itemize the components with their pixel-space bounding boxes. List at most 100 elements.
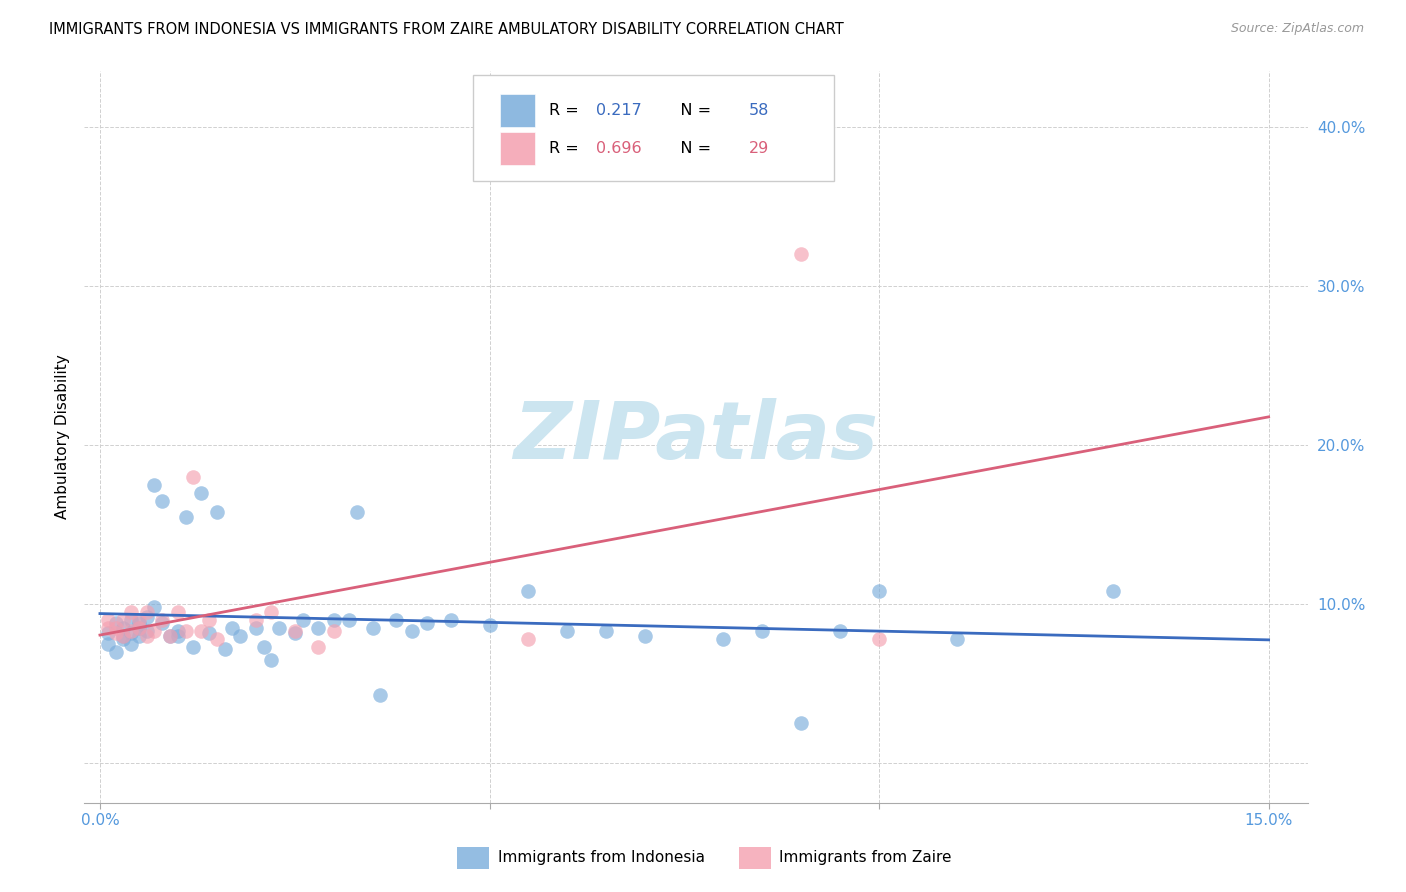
Point — [478, 617, 501, 632]
Text: R =: R = — [550, 141, 583, 156]
Point — [120, 624, 142, 638]
Point — [307, 640, 329, 654]
Text: 0.217: 0.217 — [596, 103, 641, 118]
Bar — [501, 132, 534, 165]
Point — [120, 613, 142, 627]
Point — [104, 645, 127, 659]
Point — [416, 616, 439, 631]
Point — [517, 632, 540, 646]
Point — [128, 616, 150, 631]
Point — [790, 247, 813, 261]
Point — [370, 688, 392, 702]
Point — [135, 609, 157, 624]
Bar — [457, 847, 489, 869]
Point — [221, 621, 243, 635]
Point — [112, 629, 135, 643]
Point — [97, 637, 120, 651]
Point — [190, 624, 212, 638]
Point — [868, 632, 890, 646]
Point — [790, 716, 813, 731]
Point — [205, 632, 228, 646]
Point — [595, 624, 617, 638]
Point — [190, 485, 212, 500]
Text: ZIPatlas: ZIPatlas — [513, 398, 879, 476]
Point — [112, 632, 135, 646]
Point — [128, 613, 150, 627]
Point — [135, 629, 157, 643]
Point — [252, 640, 274, 654]
Point — [150, 613, 173, 627]
Point — [104, 625, 127, 640]
Point — [166, 629, 188, 643]
Point — [112, 613, 135, 627]
Point — [104, 616, 127, 631]
Text: Immigrants from Zaire: Immigrants from Zaire — [779, 850, 952, 865]
Point — [112, 621, 135, 635]
Point — [112, 629, 135, 643]
Point — [245, 621, 267, 635]
Point — [120, 625, 142, 640]
Point — [557, 624, 579, 638]
Point — [166, 624, 188, 638]
Point — [229, 629, 252, 643]
Text: IMMIGRANTS FROM INDONESIA VS IMMIGRANTS FROM ZAIRE AMBULATORY DISABILITY CORRELA: IMMIGRANTS FROM INDONESIA VS IMMIGRANTS … — [49, 22, 844, 37]
Point — [135, 605, 157, 619]
Point — [159, 629, 181, 643]
Point — [830, 624, 852, 638]
Point — [97, 621, 120, 635]
Point — [284, 625, 307, 640]
Point — [439, 613, 461, 627]
Point — [361, 621, 384, 635]
Point — [150, 616, 173, 631]
Point — [337, 613, 360, 627]
Point — [307, 621, 329, 635]
Y-axis label: Ambulatory Disability: Ambulatory Disability — [55, 355, 70, 519]
Text: N =: N = — [665, 141, 717, 156]
Point — [346, 505, 368, 519]
Point — [120, 637, 142, 651]
Point — [97, 625, 120, 640]
Point — [120, 605, 142, 619]
Text: R =: R = — [550, 103, 583, 118]
Point — [260, 605, 283, 619]
Point — [711, 632, 734, 646]
Point — [751, 624, 773, 638]
Text: 29: 29 — [748, 141, 769, 156]
Point — [322, 624, 344, 638]
Point — [183, 470, 205, 484]
Text: 58: 58 — [748, 103, 769, 118]
Point — [104, 621, 127, 635]
Point — [634, 629, 657, 643]
Point — [1101, 584, 1123, 599]
Point — [128, 621, 150, 635]
Point — [150, 493, 173, 508]
Point — [143, 477, 166, 491]
Point — [401, 624, 423, 638]
Text: Immigrants from Indonesia: Immigrants from Indonesia — [498, 850, 704, 865]
Bar — [738, 847, 770, 869]
Point — [946, 632, 969, 646]
Point — [214, 641, 236, 656]
Point — [205, 505, 228, 519]
Point — [143, 600, 166, 615]
Point — [174, 624, 197, 638]
Point — [322, 613, 344, 627]
Point — [284, 624, 307, 638]
Point — [291, 613, 314, 627]
Point — [174, 509, 197, 524]
Point — [166, 605, 188, 619]
Point — [198, 625, 221, 640]
Bar — [501, 94, 534, 127]
Point — [517, 584, 540, 599]
Point — [159, 629, 181, 643]
Point — [135, 624, 157, 638]
Point — [868, 584, 890, 599]
Point — [245, 613, 267, 627]
Point — [198, 613, 221, 627]
Point — [385, 613, 408, 627]
Point — [97, 613, 120, 627]
Point — [269, 621, 291, 635]
Point — [260, 653, 283, 667]
Point — [128, 629, 150, 643]
Text: N =: N = — [665, 103, 717, 118]
